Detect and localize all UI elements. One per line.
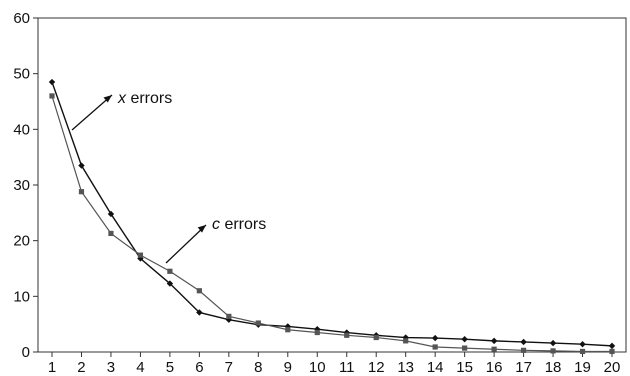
x-tick-label: 11 bbox=[339, 359, 355, 376]
x-tick-labels: 1 2 3 4 5 6 7 8 9 10 11 12 13 14 15 16 17 18 19 20 bbox=[48, 359, 621, 376]
data-point bbox=[78, 189, 85, 195]
data-point bbox=[196, 288, 202, 294]
x-tick-label: 15 bbox=[456, 359, 473, 376]
x-tick-label: 17 bbox=[515, 359, 532, 376]
x-tick-label: 7 bbox=[225, 359, 233, 376]
x-tick-label: 10 bbox=[309, 359, 326, 376]
x-tick-label: 6 bbox=[195, 359, 203, 376]
x-tick-label: 16 bbox=[486, 359, 503, 376]
data-point bbox=[196, 309, 203, 316]
data-point bbox=[491, 346, 497, 352]
x-tick-label: 9 bbox=[284, 359, 292, 376]
data-point bbox=[549, 339, 557, 347]
data-point bbox=[432, 344, 438, 350]
series-0 bbox=[48, 78, 616, 350]
data-point bbox=[373, 334, 379, 341]
y-tick-label: 40 bbox=[13, 121, 30, 138]
data-point bbox=[608, 342, 616, 350]
data-point bbox=[403, 338, 409, 344]
x-tick-label: 14 bbox=[427, 359, 444, 376]
x-errors-label: x errors bbox=[117, 90, 172, 107]
y-tick-label: 50 bbox=[13, 66, 30, 83]
y-tick-labels: 0 10 20 30 40 50 60 bbox=[13, 10, 30, 361]
data-point bbox=[166, 280, 174, 287]
data-point bbox=[344, 332, 350, 338]
data-point bbox=[167, 268, 173, 274]
x-tick-label: 1 bbox=[48, 359, 56, 376]
x-tick-label: 3 bbox=[107, 359, 115, 376]
y-tick-label: 20 bbox=[13, 233, 30, 250]
plot-frame bbox=[37, 17, 627, 353]
c-errors-label: c errors bbox=[212, 216, 266, 233]
data-point bbox=[462, 345, 468, 351]
data-point bbox=[226, 313, 232, 319]
x-tick-label: 2 bbox=[77, 359, 85, 376]
data-point bbox=[490, 337, 498, 345]
data-point bbox=[609, 348, 615, 355]
data-point bbox=[225, 316, 233, 323]
series-line bbox=[51, 95, 612, 353]
data-point bbox=[108, 230, 114, 237]
data-point bbox=[137, 252, 144, 258]
data-point bbox=[579, 348, 586, 355]
x-tick-label: 19 bbox=[574, 359, 591, 376]
series-line bbox=[51, 81, 613, 347]
annotations: x errors c errors bbox=[71, 90, 266, 264]
data-point bbox=[48, 78, 56, 86]
data-point bbox=[550, 348, 556, 354]
data-point bbox=[461, 335, 468, 343]
y-tick-label: 60 bbox=[13, 10, 30, 27]
y-tick-label: 30 bbox=[13, 177, 30, 194]
axes bbox=[33, 17, 627, 357]
data-point bbox=[285, 327, 291, 333]
c-errors-arrowhead bbox=[197, 225, 206, 233]
x-tick-label: 12 bbox=[368, 359, 385, 376]
x-errors-arrowhead bbox=[103, 95, 112, 103]
data-point bbox=[520, 338, 527, 346]
x-tick-label: 13 bbox=[397, 359, 414, 376]
series-1 bbox=[49, 93, 615, 355]
data-point bbox=[579, 341, 586, 348]
x-tick-label: 18 bbox=[545, 359, 562, 376]
data-point bbox=[520, 347, 527, 353]
data-point bbox=[255, 320, 261, 326]
x-tick-label: 20 bbox=[604, 359, 621, 376]
data-point bbox=[107, 210, 115, 218]
x-tick-label: 4 bbox=[136, 359, 144, 376]
data-point bbox=[314, 329, 320, 336]
data-point bbox=[137, 255, 144, 262]
series-group bbox=[48, 78, 616, 355]
data-point bbox=[78, 162, 85, 169]
data-point bbox=[431, 334, 439, 342]
y-tick-label: 0 bbox=[22, 344, 30, 361]
c-errors-arrow bbox=[165, 224, 207, 264]
x-errors-arrow bbox=[71, 94, 113, 131]
y-tick-label: 10 bbox=[13, 288, 30, 305]
data-point bbox=[49, 93, 55, 99]
x-tick-label: 5 bbox=[166, 359, 174, 376]
x-tick-label: 8 bbox=[254, 359, 262, 376]
